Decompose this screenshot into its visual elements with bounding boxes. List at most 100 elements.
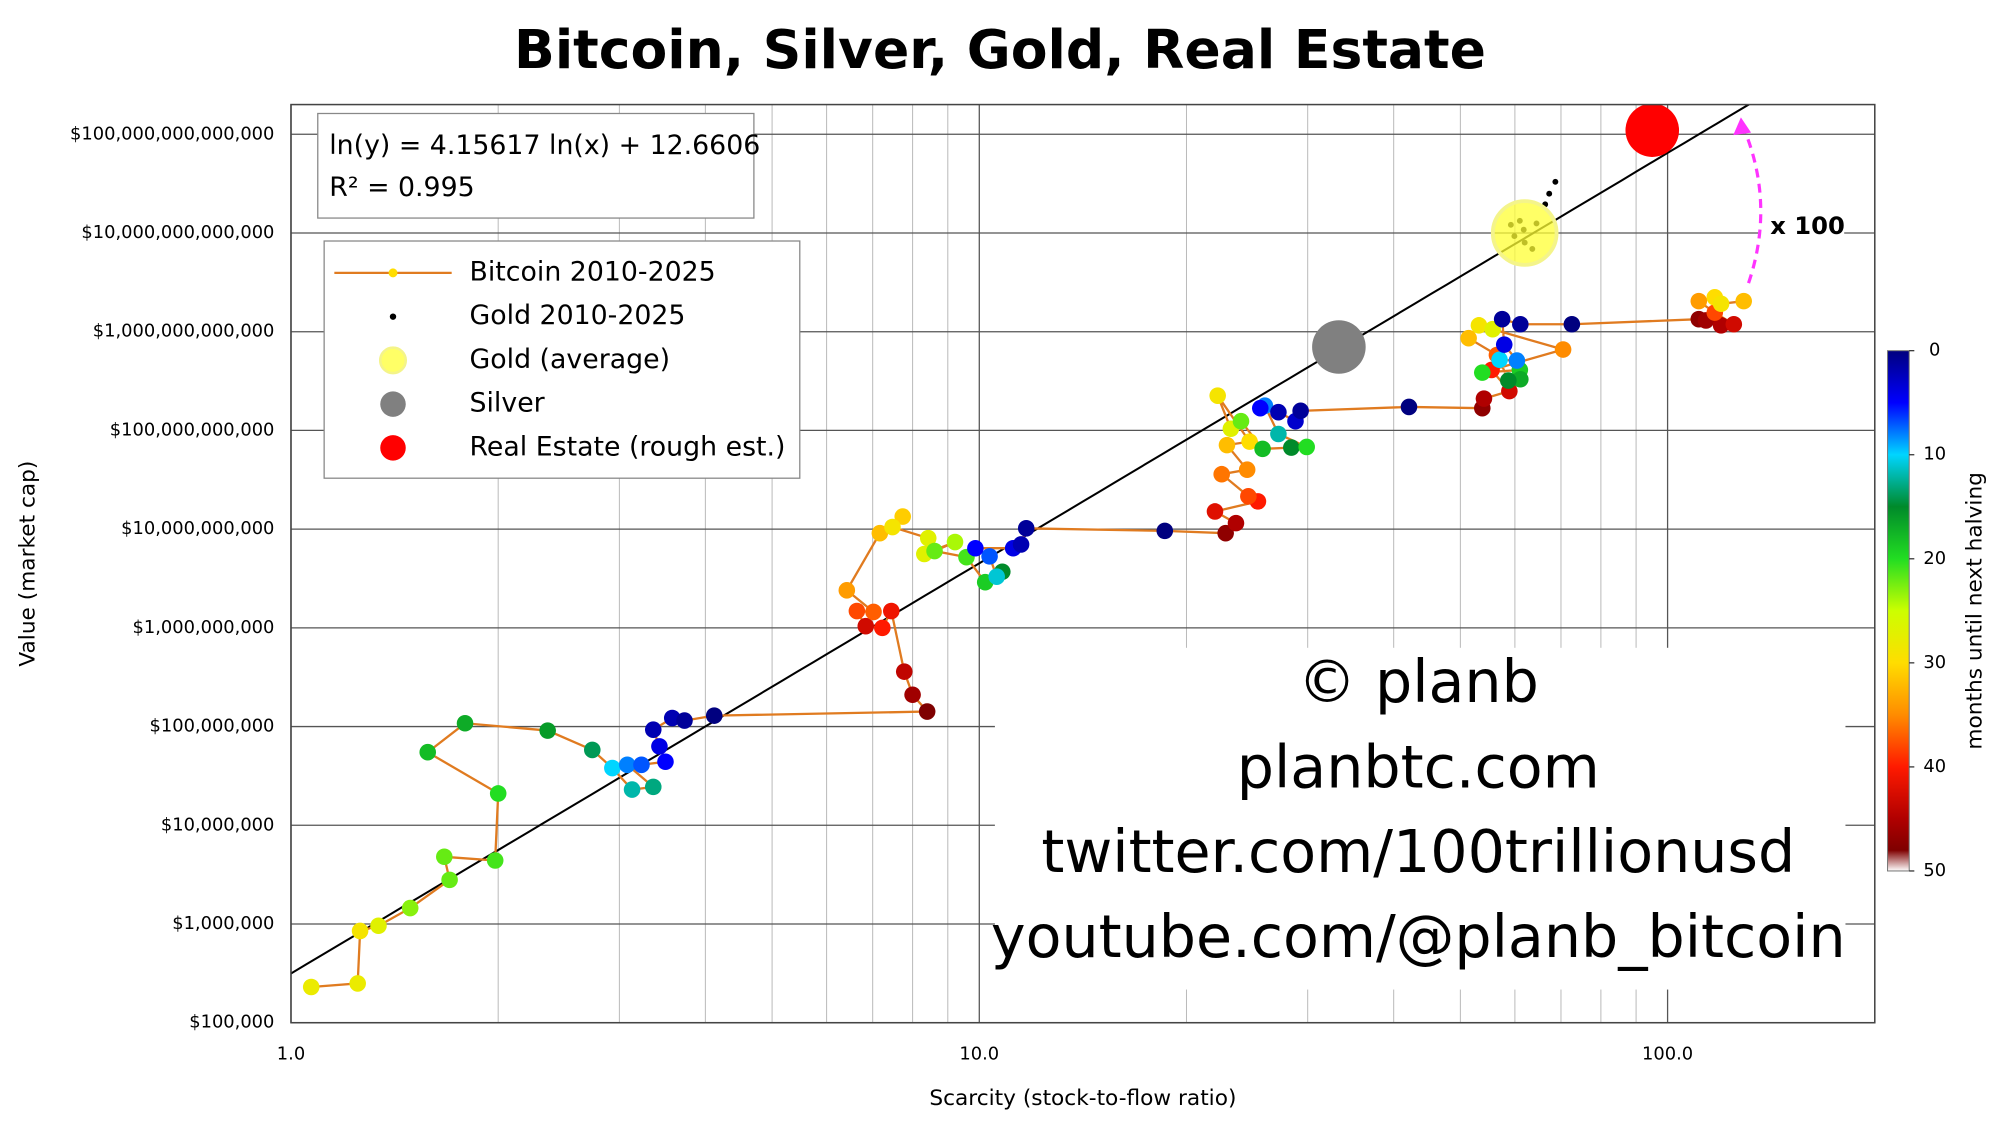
plot-area bbox=[290, 104, 1752, 996]
point bbox=[918, 703, 936, 720]
point bbox=[1017, 520, 1035, 537]
point bbox=[644, 721, 662, 738]
chart-title: Bitcoin, Silver, Gold, Real Estate bbox=[514, 18, 1486, 81]
watermark: © planb bbox=[1298, 648, 1539, 716]
point bbox=[1298, 438, 1315, 456]
point bbox=[1283, 439, 1300, 456]
fit-r2: R² = 0.995 bbox=[329, 172, 474, 203]
point bbox=[1712, 295, 1730, 313]
point bbox=[1251, 399, 1269, 417]
watermark: youtube.com/@planb_bitcoin bbox=[991, 903, 1846, 971]
point bbox=[883, 602, 900, 620]
point bbox=[1241, 433, 1258, 450]
point bbox=[1400, 398, 1418, 416]
point bbox=[1508, 352, 1526, 369]
point bbox=[1712, 317, 1730, 334]
point bbox=[349, 975, 366, 992]
y-tick-label: $1,000,000,000,000 bbox=[93, 321, 275, 342]
point bbox=[1209, 387, 1226, 404]
point bbox=[894, 508, 911, 525]
annotation-arrow bbox=[1741, 126, 1763, 284]
point bbox=[1554, 341, 1572, 358]
bubble bbox=[1490, 199, 1559, 267]
point bbox=[871, 524, 889, 542]
point bbox=[926, 542, 943, 560]
x-tick-label: 10.0 bbox=[959, 1044, 999, 1065]
point bbox=[919, 529, 937, 547]
point bbox=[651, 738, 668, 755]
point bbox=[904, 686, 921, 704]
plot-frame bbox=[290, 103, 1876, 1024]
point bbox=[401, 899, 419, 917]
point bbox=[1512, 315, 1529, 333]
point bbox=[946, 533, 964, 551]
annotation: x 100 bbox=[1770, 212, 1845, 240]
point bbox=[981, 548, 998, 565]
y-tick-label: $100,000,000,000,000 bbox=[70, 123, 274, 144]
point bbox=[1217, 524, 1234, 542]
point bbox=[988, 568, 1005, 585]
y-tick-label: $10,000,000,000 bbox=[121, 518, 274, 539]
point bbox=[1690, 292, 1708, 310]
point bbox=[1475, 390, 1493, 407]
colorbar-scale bbox=[1887, 350, 1910, 872]
legend-symbol bbox=[380, 435, 406, 461]
point bbox=[435, 848, 453, 866]
colorbar-tick-label: 20 bbox=[1923, 548, 1946, 569]
y-tick-label: $10,000,000,000,000 bbox=[81, 222, 274, 243]
legend-symbol bbox=[378, 346, 408, 375]
point bbox=[1470, 317, 1488, 334]
y-tick-label: $10,000,000 bbox=[161, 814, 275, 835]
point bbox=[302, 978, 320, 996]
point bbox=[1725, 315, 1743, 333]
point bbox=[857, 617, 875, 635]
x-axis-label: Scarcity (stock-to-flow ratio) bbox=[929, 1086, 1236, 1111]
legend-label: Gold 2010-2025 bbox=[470, 300, 686, 331]
bubble bbox=[1625, 104, 1680, 157]
point bbox=[1206, 503, 1224, 520]
point bbox=[644, 778, 662, 796]
x-tick-label: 100.0 bbox=[1642, 1044, 1693, 1065]
point bbox=[838, 582, 856, 599]
point bbox=[1292, 402, 1309, 420]
point bbox=[1270, 425, 1287, 443]
point bbox=[1493, 310, 1511, 328]
legend-label: Real Estate (rough est.) bbox=[470, 431, 786, 462]
point bbox=[1254, 440, 1271, 458]
colorbar-tick-label: 10 bbox=[1923, 444, 1946, 465]
point bbox=[865, 603, 882, 621]
annotation-arrowhead bbox=[1733, 117, 1752, 136]
point bbox=[884, 518, 901, 536]
legend-label: Silver bbox=[470, 388, 545, 419]
fit-equation: ln(y) = 4.15617 ln(x) + 12.6606 bbox=[329, 130, 760, 161]
colorbar-tick-label: 50 bbox=[1923, 860, 1946, 881]
point bbox=[1512, 370, 1529, 388]
point bbox=[623, 781, 641, 798]
point bbox=[604, 759, 621, 777]
point bbox=[1270, 403, 1287, 421]
point bbox=[456, 714, 474, 732]
equation-box bbox=[317, 112, 755, 219]
y-tick-label: $1,000,000,000 bbox=[133, 617, 275, 638]
point bbox=[1735, 292, 1752, 310]
colorbar-label: months until next halving bbox=[1963, 472, 1988, 749]
legend-symbol bbox=[389, 313, 397, 320]
x-tick-label: 1.0 bbox=[277, 1044, 305, 1065]
watermark: twitter.com/100trillionusd bbox=[1041, 818, 1795, 886]
point bbox=[1563, 315, 1581, 333]
watermark: planbtc.com bbox=[1237, 734, 1600, 802]
point bbox=[1546, 190, 1553, 197]
point bbox=[1491, 351, 1508, 369]
point bbox=[1238, 461, 1256, 478]
point bbox=[539, 722, 556, 739]
point bbox=[370, 917, 387, 935]
point bbox=[618, 756, 636, 774]
point bbox=[584, 741, 601, 759]
fit-line bbox=[290, 104, 1751, 975]
point bbox=[1232, 412, 1250, 430]
point bbox=[441, 871, 458, 889]
point bbox=[1495, 336, 1513, 353]
point bbox=[1500, 372, 1517, 389]
point bbox=[1213, 465, 1230, 483]
